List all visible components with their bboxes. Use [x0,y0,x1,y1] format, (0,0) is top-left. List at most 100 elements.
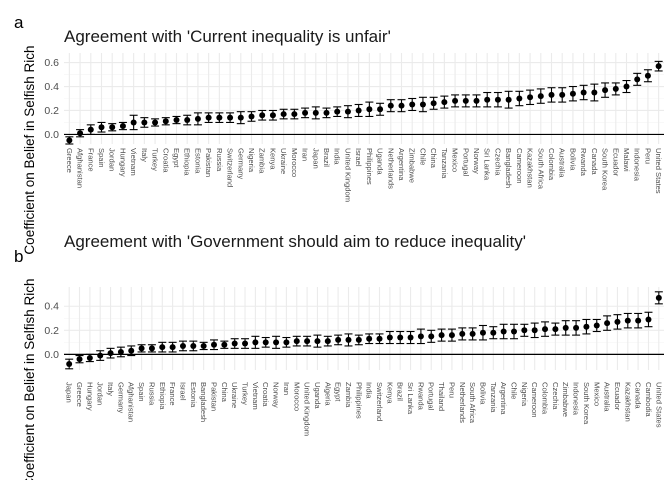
y-tick-label: 0.0 [44,129,59,141]
data-point [273,339,280,346]
x-tick-label: South Korea [601,148,610,191]
x-tick-label: Canada [634,382,643,409]
x-tick-label: Ecuador [613,382,622,411]
x-tick-label: Zambia [344,382,353,408]
x-tick-label: Ecuador [611,148,620,177]
data-point [386,334,393,341]
data-point [173,117,180,124]
x-tick-label: Colombia [547,148,556,181]
x-tick-label: Estonia [189,382,198,408]
x-tick-label: Kazakhstan [526,148,535,188]
data-point [419,101,426,108]
data-point [559,91,566,98]
panel-b: b Agreement with 'Government should aim t… [14,232,664,480]
x-tick-label: Israel [354,148,363,167]
x-tick-label: Afghanistan [76,148,85,188]
x-tick-label: Switzerland [226,148,235,187]
data-point [635,317,642,324]
x-tick-label: Argentina [397,148,406,181]
x-tick-label: Vietnam [129,148,138,176]
x-tick-label: Germany [236,148,245,179]
x-tick-label: Brazil [322,148,331,167]
data-point [438,332,445,339]
x-tick-label: Kazakhstan [623,382,632,422]
x-tick-label: South Africa [468,382,477,424]
data-point [548,91,555,98]
data-point [634,76,641,83]
x-tick-label: Bolivia [568,148,577,171]
data-point [562,324,569,331]
data-point [441,99,448,106]
x-tick-label: Sri Lanka [483,148,492,181]
y-tick-label: 0.4 [44,301,59,313]
data-point [269,112,276,119]
data-point [130,119,137,126]
data-point [344,108,351,115]
x-tick-label: Indonesia [633,148,642,182]
data-point [237,114,244,121]
x-tick-label: Portugal [461,148,470,177]
data-point [334,108,341,115]
x-tick-label: Greece [65,148,74,173]
chart-title: Agreement with 'Current inequality is un… [64,27,391,46]
x-tick-label: Italy [106,382,115,396]
data-point [252,339,259,346]
data-point [469,330,476,337]
y-tick-label: 0.0 [44,349,59,361]
data-point [542,326,549,333]
x-tick-label: Vietnam [251,382,260,410]
data-point [462,97,469,104]
chart-title: Agreement with 'Government should aim to… [64,232,526,251]
data-point [211,341,217,348]
x-tick-label: Canada [590,148,599,175]
x-tick-label: Croatia [261,382,270,407]
x-tick-label: Peru [643,148,652,164]
data-point [376,335,383,342]
x-tick-label: Iran [282,382,291,395]
x-tick-label: Malawi [622,148,631,172]
data-point [87,126,94,133]
x-tick-label: Croatia [161,148,170,173]
data-point [141,119,148,126]
data-point [573,324,580,331]
x-tick-label: Pakistan [204,148,213,177]
x-tick-label: China [220,382,229,403]
data-point [494,96,501,103]
x-tick-label: Jordan [96,382,105,405]
data-point [194,115,201,122]
x-tick-label: India [333,148,342,165]
x-tick-label: Hungary [85,382,94,411]
data-point [591,89,598,96]
data-point [473,97,480,104]
x-tick-label: Spain [97,148,106,167]
data-point [521,327,528,334]
data-point [397,334,404,341]
data-point [490,329,497,336]
x-tick-label: Rwanda [416,382,425,411]
x-tick-label: Egypt [334,382,343,402]
x-tick-label: Sri Lanka [406,382,415,415]
x-tick-label: Cameroon [515,148,524,183]
x-tick-label: Turkey [151,148,160,171]
data-point [366,106,373,113]
x-tick-label: Thailand [437,382,446,411]
data-point [231,340,238,347]
x-tick-label: Egypt [172,148,181,168]
data-point [169,344,176,351]
x-tick-label: Israel [178,382,187,401]
x-tick-label: Norway [472,148,481,174]
x-tick-label: Ukraine [230,382,239,408]
data-point [417,333,424,340]
data-point [398,102,405,109]
panel-a: a Agreement with 'Current inequality is u… [14,13,664,255]
data-point [184,117,191,124]
data-point [428,333,435,340]
x-tick-label: Ethiopia [158,382,167,410]
data-point [448,332,455,339]
data-point [302,109,309,116]
data-point [505,96,512,103]
data-point [227,114,234,121]
x-tick-label: Peru [447,382,456,398]
data-point [97,352,104,359]
data-point [459,330,466,337]
